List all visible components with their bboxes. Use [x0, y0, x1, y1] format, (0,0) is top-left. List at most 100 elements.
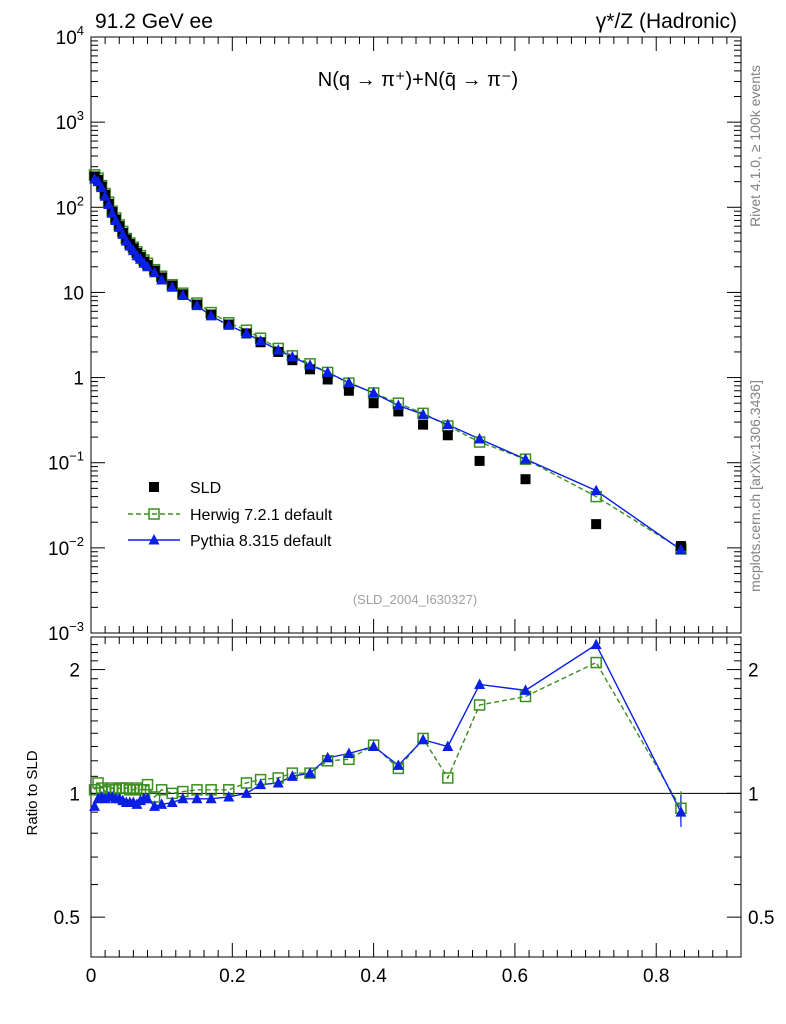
data-main-point	[393, 406, 404, 417]
ratio-y-tick-label-left: 1	[69, 784, 80, 805]
pythia-main-point	[392, 399, 404, 410]
ratio-y-tick-label-left: 0.5	[54, 908, 80, 929]
pythia-main-point	[142, 260, 154, 272]
pythia-ratio-point	[255, 778, 267, 790]
pythia-main-point	[110, 214, 122, 225]
legend-marker-pythia	[148, 534, 160, 545]
pythia-main-point	[474, 432, 486, 444]
data-main-point	[322, 374, 333, 385]
pythia-main-point	[304, 359, 316, 370]
pythia-ratio-point	[286, 770, 298, 781]
header-process-label: γ*/Z (Hadronic)	[596, 10, 737, 33]
pythia-ratio-point	[156, 798, 168, 809]
pythia-main-point	[177, 289, 189, 301]
legend-marker-data	[149, 482, 159, 492]
pythia-main-point	[191, 299, 203, 311]
pythia-main-point	[343, 376, 355, 388]
pythia-main-point	[255, 334, 267, 346]
main-plot-frame	[90, 36, 742, 634]
pythia-ratio-point	[142, 792, 154, 804]
pythia-ratio-point	[417, 733, 429, 745]
y-tick-label: 10−2	[48, 534, 84, 560]
x-tick-label: 0.4	[360, 966, 387, 987]
pythia-ratio-point	[191, 792, 203, 804]
pythia-main-point	[368, 386, 380, 398]
data-main-point	[591, 519, 602, 530]
x-tick-label: 0	[86, 966, 97, 987]
pythia-ratio-point	[272, 776, 284, 788]
pythia-ratio-point	[368, 740, 380, 751]
pythia-ratio-point	[304, 767, 316, 778]
ratio-y-axis-label: Ratio to SLD	[24, 750, 41, 835]
y-tick-label: 10−1	[48, 449, 84, 475]
y-tick-label: 102	[56, 193, 84, 219]
pythia-ratio-point	[442, 740, 454, 751]
pythia-main-point	[96, 181, 108, 193]
pythia-main-point	[103, 198, 115, 209]
data-main-point	[368, 398, 379, 409]
pythia-ratio-point	[675, 806, 687, 817]
pythia-ratio-point	[343, 747, 355, 759]
pythia-ratio-point	[205, 792, 217, 804]
data-main-point	[442, 430, 453, 441]
y-tick-label: 10	[63, 283, 84, 304]
pythia-main-point	[149, 266, 161, 278]
y-tick-label: 10−3	[48, 619, 84, 645]
y-tick-label: 1	[73, 369, 84, 390]
x-tick-label: 0.2	[219, 966, 245, 987]
herwig-ratio-point	[442, 772, 454, 784]
pythia-main-point	[240, 327, 252, 338]
pythia-main-point	[590, 484, 602, 496]
x-tick-label: 0.6	[502, 966, 528, 987]
herwig-ratio-point	[141, 778, 154, 791]
rivet-version-label: Rivet 4.1.0, ≥ 100k events	[747, 65, 763, 227]
pythia-main-point	[156, 273, 168, 285]
pythia-ratio-point	[177, 792, 189, 804]
pythia-main-point	[223, 319, 235, 330]
pythia-ratio-point	[590, 638, 602, 650]
pythia-main-point	[417, 408, 429, 419]
pythia-ratio-point	[322, 751, 334, 763]
data-main-point	[418, 419, 429, 430]
pythia-main-point	[117, 228, 129, 239]
data-main-point	[520, 474, 531, 485]
pythia-ratio-point	[392, 759, 404, 770]
herwig-ratio-point	[473, 699, 486, 711]
legend-marker-herwig	[148, 508, 160, 520]
y-tick-label: 104	[56, 23, 84, 49]
pythia-ratio-point	[89, 800, 101, 811]
main-plot-title: N(q → π⁺)+N(q̄ → π⁻)	[318, 69, 518, 91]
pythia-main-point	[442, 418, 454, 430]
pythia-main-point	[520, 453, 532, 464]
pythia-ratio-point	[474, 678, 486, 689]
pythia-main-point	[286, 350, 298, 362]
herwig-ratio-point	[590, 656, 602, 669]
data-main-point	[343, 385, 354, 396]
pythia-ratio-point	[240, 787, 252, 798]
y-tick-label: 103	[56, 108, 84, 134]
legend-label: SLD	[190, 480, 221, 497]
ratio-y-tick-label-left: 2	[69, 661, 80, 682]
pythia-main-point	[272, 344, 284, 355]
pythia-ratio-point	[520, 684, 532, 695]
mcplots-source-label: mcplots.cern.ch [arXiv:1306.3436]	[747, 380, 763, 592]
ratio-y-tick-label-right: 2	[748, 661, 759, 682]
ratio-y-tick-label-right: 0.5	[748, 908, 774, 929]
pythia-ratio-point	[166, 796, 178, 808]
pythia-main-point	[322, 366, 334, 377]
header-energy-label: 91.2 GeV ee	[95, 10, 213, 33]
data-main-point	[474, 455, 485, 466]
pythia-main-point	[205, 309, 217, 321]
x-tick-label: 0.8	[643, 966, 669, 987]
pythia-main-point	[113, 221, 125, 232]
pythia-main-point	[166, 281, 178, 292]
pythia-ratio-point	[223, 790, 235, 802]
legend-label: Herwig 7.2.1 default	[190, 507, 333, 524]
pythia-main-point	[675, 543, 687, 555]
legend-label: Pythia 8.315 default	[190, 533, 332, 550]
pythia-main-point	[106, 207, 118, 218]
analysis-watermark: (SLD_2004_I630327)	[353, 592, 477, 607]
pythia-main-point	[99, 190, 111, 201]
ratio-y-tick-label-right: 1	[748, 784, 759, 805]
